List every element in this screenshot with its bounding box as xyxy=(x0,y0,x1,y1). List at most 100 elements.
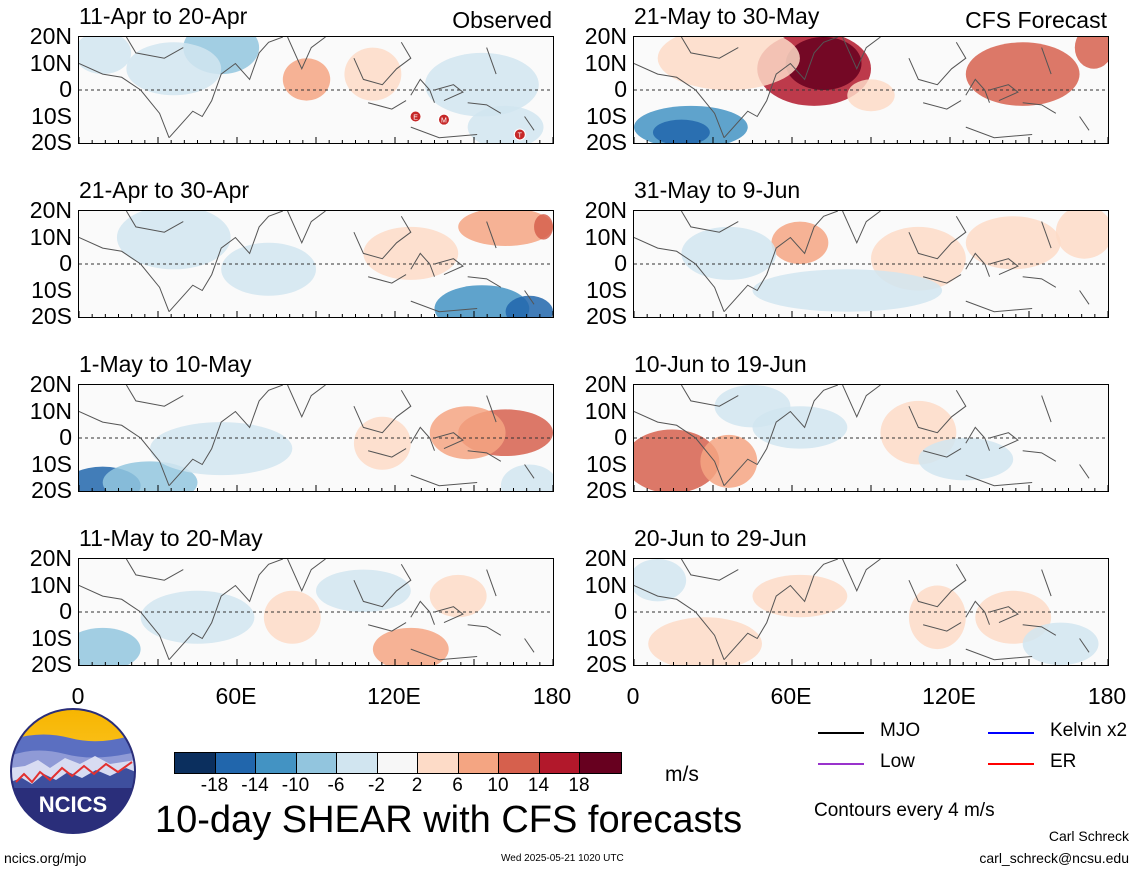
coastline xyxy=(634,585,725,660)
coastline xyxy=(965,252,990,277)
coastline xyxy=(965,474,1033,487)
panel-title: 10-Jun to 19-Jun xyxy=(634,351,807,377)
latitude-label: 0 xyxy=(614,76,627,102)
coastline xyxy=(1041,395,1052,423)
coastline xyxy=(842,37,881,71)
coastline xyxy=(989,258,1019,276)
coastline xyxy=(923,100,962,110)
latitude-label: 0 xyxy=(59,76,72,102)
coastline xyxy=(1079,638,1090,653)
shear-region xyxy=(363,226,459,280)
shear-region xyxy=(714,385,791,428)
latitude-label: 20S xyxy=(586,651,627,677)
coastline xyxy=(410,126,478,139)
coastline xyxy=(680,559,739,581)
shear-region xyxy=(785,37,862,90)
latitude-label: 20N xyxy=(29,197,72,223)
coastline xyxy=(723,559,838,661)
coastline xyxy=(908,216,967,260)
colorbar-tick-label: -18 xyxy=(200,775,229,796)
colorbar-tick-label: -6 xyxy=(327,775,345,796)
coastline xyxy=(680,211,739,233)
colorbar-swatch xyxy=(296,753,337,773)
shear-map xyxy=(78,210,554,318)
latitude-label: 10S xyxy=(31,624,72,651)
coastline xyxy=(842,211,881,245)
shear-region xyxy=(700,434,758,488)
coastline xyxy=(965,300,1033,313)
shear-region xyxy=(505,295,553,317)
coastline xyxy=(1041,221,1052,249)
latitude-label: 20S xyxy=(31,129,72,155)
panel-title: 20-Jun to 29-Jun xyxy=(634,525,807,551)
shear-region xyxy=(434,285,530,317)
colorbar-unit: m/s xyxy=(665,763,699,786)
panel-title: 11-Apr to 20-Apr xyxy=(79,3,248,29)
shear-region xyxy=(771,221,829,264)
coastline xyxy=(1041,47,1052,75)
colorbar-swatch xyxy=(418,753,459,773)
coastline xyxy=(410,252,435,277)
coastline xyxy=(634,411,725,486)
coastline xyxy=(125,385,184,407)
latitude-label: 20N xyxy=(584,197,627,223)
coastline xyxy=(908,390,967,434)
latitude-label: 20N xyxy=(29,545,72,571)
colorbar-swatch xyxy=(458,753,499,773)
latitude-label: 10S xyxy=(586,276,627,303)
coastline xyxy=(1022,624,1057,636)
latitude-label: 10S xyxy=(586,450,627,477)
coastline xyxy=(486,221,497,249)
coastline xyxy=(79,411,170,486)
latitude-label: 0 xyxy=(59,250,72,276)
coastline xyxy=(353,216,412,260)
shear-region xyxy=(1055,211,1108,259)
svg-text:M: M xyxy=(441,118,447,125)
coastline xyxy=(989,432,1019,450)
colorbar-swatch xyxy=(377,753,418,773)
coastline xyxy=(1022,450,1057,462)
coastline xyxy=(634,63,725,138)
latitude-label: 20S xyxy=(586,477,627,503)
coastline xyxy=(168,211,283,313)
coastline xyxy=(723,211,838,313)
coastline xyxy=(965,426,990,451)
main-title: 10-day SHEAR with CFS forecasts xyxy=(155,799,743,841)
coastline xyxy=(434,432,464,450)
latitude-label: 20N xyxy=(29,371,72,397)
colorbar-swatch xyxy=(499,753,540,773)
coastline xyxy=(168,37,283,139)
shear-region xyxy=(221,242,316,296)
coastline xyxy=(524,638,535,653)
coastline xyxy=(410,78,435,103)
coastline xyxy=(410,474,478,487)
colorbar xyxy=(174,752,622,774)
shear-region xyxy=(652,119,710,143)
coastline xyxy=(842,559,881,593)
storm-marker: E xyxy=(409,110,422,123)
logo-text: NCICS xyxy=(39,792,107,817)
longitude-label: 0 xyxy=(71,683,85,709)
svg-text:E: E xyxy=(413,115,418,122)
coastline xyxy=(965,126,1033,139)
coastline xyxy=(923,274,962,284)
svg-text:T: T xyxy=(518,133,523,140)
shear-region xyxy=(140,590,255,644)
shear-region xyxy=(657,37,800,90)
shear-field: E M T xyxy=(79,37,553,143)
shear-field xyxy=(79,559,553,665)
colorbar-swatch xyxy=(539,753,580,773)
author-email: carl_schreck@ncsu.edu xyxy=(979,850,1129,866)
coastline xyxy=(965,600,990,625)
shear-map xyxy=(633,210,1109,318)
shear-region xyxy=(116,211,231,270)
latitude-label: 10S xyxy=(31,450,72,477)
ncics-logo: NCICS xyxy=(10,708,136,834)
panel-title: 21-May to 30-May xyxy=(634,3,820,29)
shear-map xyxy=(78,558,554,666)
shear-map xyxy=(633,384,1109,492)
coastline xyxy=(467,624,502,636)
shear-region xyxy=(965,42,1080,106)
panel-title: 31-May to 9-Jun xyxy=(634,177,801,203)
panel-title: 11-May to 20-May xyxy=(79,525,263,551)
